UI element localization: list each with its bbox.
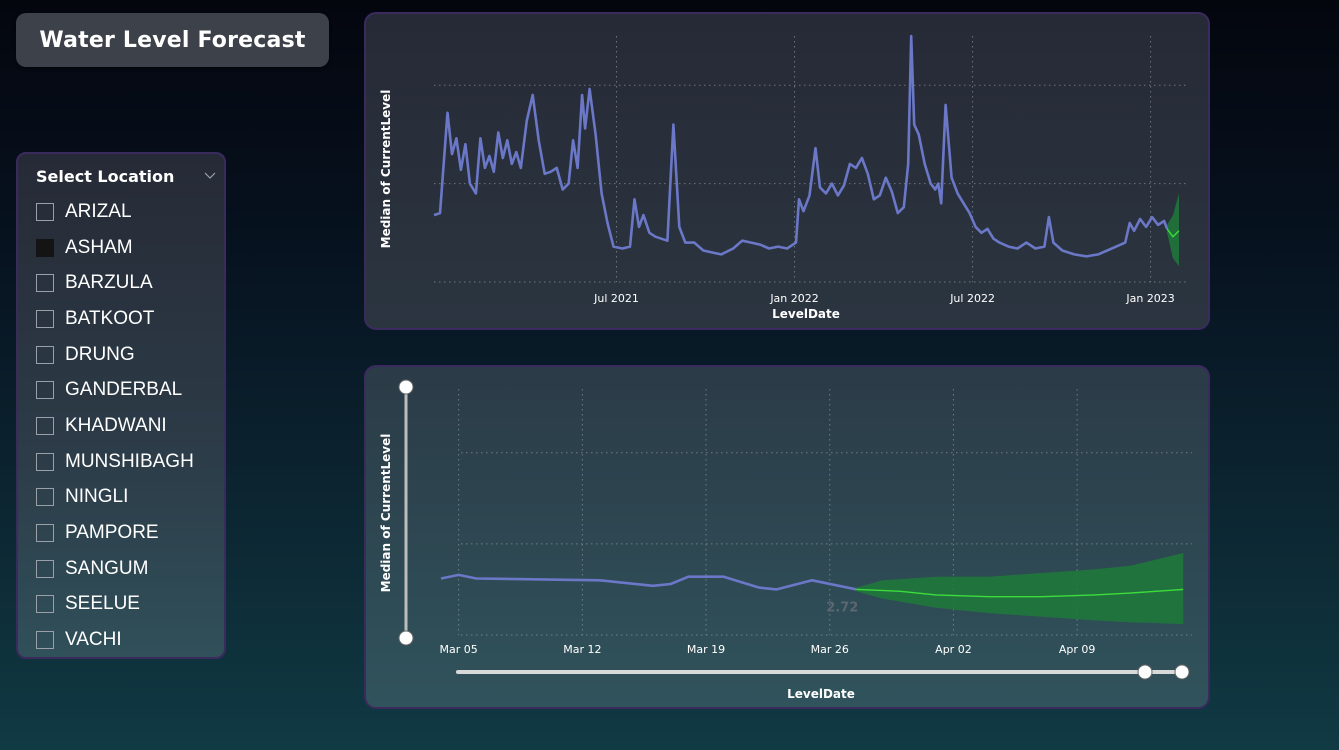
slicer-item-label: DRUNG bbox=[65, 343, 135, 365]
x-range-slider-handle-left[interactable] bbox=[1137, 664, 1153, 680]
checkbox[interactable] bbox=[36, 202, 54, 221]
y-axis-title: Median of CurrentLevel bbox=[379, 434, 393, 593]
slicer-item-label: VACHI bbox=[65, 629, 122, 651]
slicer-list: ARIZAL ASHAM BARZULA BATKOOT DRUNG GANDERBAL K… bbox=[36, 194, 194, 658]
slicer-item-label: BATKOOT bbox=[65, 307, 155, 329]
forecast-series-line bbox=[1166, 228, 1180, 238]
checkbox[interactable] bbox=[36, 559, 54, 578]
forecast-line-chart[interactable]: Mar 05 Mar 12 Mar 19 Mar 26 Apr 02 Apr 09 2.72… bbox=[366, 367, 1212, 711]
y-range-slider-handle-bottom[interactable] bbox=[398, 630, 414, 646]
x-tick-label: Jan 2023 bbox=[1125, 292, 1174, 305]
history-line-chart[interactable]: Jul 2021 Jan 2022 Jul 2022 Jan 2023 LevelDat… bbox=[366, 14, 1212, 332]
slicer-item-label: ASHAM bbox=[65, 236, 133, 258]
slicer-item-label: BARZULA bbox=[65, 272, 153, 294]
forecast-chart-panel: Mar 05 Mar 12 Mar 19 Mar 26 Apr 02 Apr 09 2.72… bbox=[364, 365, 1210, 709]
checkbox[interactable] bbox=[36, 488, 54, 507]
slicer-item-label: PAMPORE bbox=[65, 522, 159, 544]
location-slicer: Select Location ARIZAL ASHAM BARZULA BATKOO… bbox=[16, 152, 226, 659]
forecast-band bbox=[856, 553, 1184, 625]
slicer-item-label: MUNSHIBAGH bbox=[65, 450, 194, 472]
x-tick-label: Mar 12 bbox=[563, 643, 601, 656]
x-tick-label: Mar 19 bbox=[687, 643, 725, 656]
slicer-item-ganderbal[interactable]: GANDERBAL bbox=[36, 372, 194, 408]
x-axis-title: LevelDate bbox=[772, 307, 840, 321]
checkbox[interactable] bbox=[36, 452, 54, 471]
slicer-item-batkoot[interactable]: BATKOOT bbox=[36, 301, 194, 337]
slicer-header[interactable]: Select Location bbox=[36, 164, 216, 188]
checkbox[interactable] bbox=[36, 381, 54, 400]
y-range-slider-handle-top[interactable] bbox=[398, 379, 414, 395]
chevron-down-icon[interactable] bbox=[204, 170, 216, 182]
slicer-item-drung[interactable]: DRUNG bbox=[36, 337, 194, 373]
forecast-series-line bbox=[856, 588, 1184, 598]
slicer-item-label: GANDERBAL bbox=[65, 379, 183, 401]
y-axis-title: Median of CurrentLevel bbox=[379, 90, 393, 249]
slicer-item-label: KHADWANI bbox=[65, 414, 167, 436]
checkbox[interactable] bbox=[36, 274, 54, 293]
slicer-item-pampore[interactable]: PAMPORE bbox=[36, 515, 194, 551]
slicer-item-vachi[interactable]: VACHI bbox=[36, 622, 194, 658]
actual-series-line bbox=[440, 573, 857, 591]
checkbox[interactable] bbox=[36, 631, 54, 650]
x-axis-title: LevelDate bbox=[787, 687, 855, 701]
page-title: Water Level Forecast bbox=[16, 13, 329, 67]
x-tick-label: Jan 2022 bbox=[769, 292, 818, 305]
x-tick-label: Jul 2022 bbox=[949, 292, 995, 305]
slicer-item-arizal[interactable]: ARIZAL bbox=[36, 194, 194, 230]
slicer-label: Select Location bbox=[36, 166, 175, 186]
x-tick-label: Mar 26 bbox=[811, 643, 849, 656]
x-tick-label: Mar 05 bbox=[440, 643, 478, 656]
data-label: 2.72 bbox=[826, 600, 858, 615]
x-range-slider-handle-right[interactable] bbox=[1174, 664, 1190, 680]
slicer-item-barzula[interactable]: BARZULA bbox=[36, 265, 194, 301]
checkbox[interactable] bbox=[36, 345, 54, 364]
checkbox[interactable] bbox=[36, 524, 54, 543]
slicer-item-label: NINGLI bbox=[65, 486, 129, 508]
slicer-item-seelue[interactable]: SEELUE bbox=[36, 587, 194, 623]
checkbox[interactable] bbox=[36, 416, 54, 435]
forecast-band bbox=[1167, 193, 1179, 267]
checkbox[interactable] bbox=[36, 238, 54, 257]
slicer-item-khadwani[interactable]: KHADWANI bbox=[36, 408, 194, 444]
slicer-item-munshibagh[interactable]: MUNSHIBAGH bbox=[36, 444, 194, 480]
slicer-item-asham[interactable]: ASHAM bbox=[36, 230, 194, 266]
slicer-item-label: SEELUE bbox=[65, 593, 140, 615]
slicer-item-label: SANGUM bbox=[65, 557, 149, 579]
x-tick-label: Apr 02 bbox=[935, 643, 972, 656]
slicer-item-label: ARIZAL bbox=[65, 200, 132, 222]
actual-series-line bbox=[433, 34, 1169, 258]
history-chart-panel: Jul 2021 Jan 2022 Jul 2022 Jan 2023 LevelDat… bbox=[364, 12, 1210, 330]
x-tick-label: Apr 09 bbox=[1059, 643, 1096, 656]
slicer-item-sangum[interactable]: SANGUM bbox=[36, 551, 194, 587]
slicer-item-ningli[interactable]: NINGLI bbox=[36, 480, 194, 516]
checkbox[interactable] bbox=[36, 595, 54, 614]
x-tick-label: Jul 2021 bbox=[593, 292, 639, 305]
checkbox[interactable] bbox=[36, 309, 54, 328]
